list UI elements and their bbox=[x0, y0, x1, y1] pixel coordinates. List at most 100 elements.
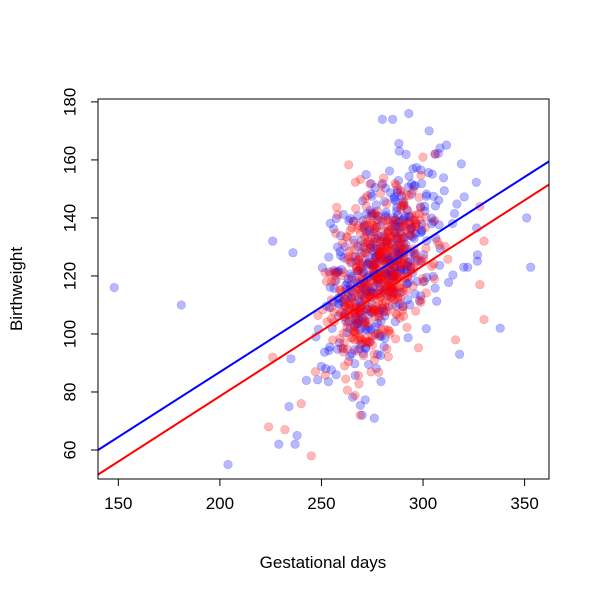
data-point-group-blue bbox=[422, 189, 432, 199]
data-point-group-red bbox=[361, 201, 371, 211]
data-point-group-blue bbox=[394, 146, 404, 156]
data-point-group-blue bbox=[370, 208, 380, 218]
data-point-group-blue bbox=[394, 238, 405, 248]
data-point-group-red bbox=[368, 304, 378, 314]
data-point-group-red bbox=[396, 204, 406, 214]
y-tick-label: 180 bbox=[61, 88, 80, 116]
data-point-group-red bbox=[369, 257, 379, 267]
data-point-group-red bbox=[377, 299, 387, 310]
data-point-group-red bbox=[432, 236, 442, 246]
data-point-group-blue bbox=[347, 348, 357, 359]
data-point-group-red bbox=[389, 295, 399, 305]
data-point-group-red bbox=[408, 215, 418, 225]
data-point-group-blue bbox=[390, 196, 401, 206]
data-point-group-red bbox=[372, 275, 382, 285]
data-point-group-red bbox=[421, 212, 431, 222]
data-point-group-blue bbox=[367, 191, 377, 201]
data-point-group-red bbox=[373, 274, 383, 284]
data-point-group-blue bbox=[495, 323, 505, 333]
data-point-group-blue bbox=[360, 316, 370, 326]
data-point-group-blue bbox=[385, 274, 395, 284]
data-point-group-blue bbox=[386, 188, 396, 198]
data-point-group-red bbox=[373, 328, 383, 339]
data-point-group-blue bbox=[361, 325, 371, 335]
data-point-group-blue bbox=[411, 163, 422, 173]
x-tick-label: 250 bbox=[307, 494, 335, 513]
data-point-group-blue bbox=[403, 333, 413, 343]
data-point-group-blue bbox=[331, 370, 341, 380]
data-point-group-red bbox=[396, 239, 407, 249]
data-point-group-blue bbox=[367, 308, 377, 318]
data-point-group-red bbox=[340, 361, 350, 371]
data-point-group-red bbox=[378, 303, 388, 313]
data-point-group-blue bbox=[338, 209, 348, 219]
data-point-group-red bbox=[360, 248, 370, 258]
data-point-group-blue bbox=[329, 224, 339, 234]
data-point-group-red bbox=[353, 370, 364, 381]
data-point-group-blue bbox=[329, 283, 339, 294]
data-point-group-blue bbox=[526, 262, 536, 272]
data-point-group-red bbox=[380, 279, 390, 289]
data-point-group-red bbox=[376, 324, 387, 334]
data-point-group-blue bbox=[383, 251, 394, 261]
data-point-group-blue bbox=[370, 234, 381, 244]
data-point-group-blue bbox=[357, 196, 368, 206]
data-point-group-blue bbox=[416, 291, 426, 301]
data-point-group-red bbox=[374, 282, 384, 293]
data-point-group-red bbox=[338, 347, 348, 357]
data-point-group-red bbox=[359, 220, 369, 230]
data-point-group-red bbox=[383, 215, 393, 225]
data-point-group-red bbox=[350, 322, 360, 332]
data-point-group-red bbox=[416, 295, 426, 305]
data-point-group-blue bbox=[376, 241, 386, 251]
data-point-group-blue bbox=[420, 206, 430, 216]
x-tick-label: 300 bbox=[409, 494, 437, 513]
data-point-group-red bbox=[367, 340, 378, 350]
data-point-group-red bbox=[430, 215, 440, 226]
data-point-group-red bbox=[395, 185, 405, 195]
data-point-group-blue bbox=[360, 221, 370, 231]
data-point-group-red bbox=[354, 285, 364, 295]
data-point-group-red bbox=[360, 238, 370, 248]
data-point-group-red bbox=[402, 204, 412, 214]
data-point-group-red bbox=[341, 301, 351, 312]
data-point-group-blue bbox=[376, 350, 386, 361]
data-point-group-blue bbox=[337, 297, 348, 307]
data-point-group-red bbox=[421, 243, 431, 253]
y-tick-label: 60 bbox=[61, 441, 80, 460]
data-point-group-red bbox=[414, 208, 424, 219]
data-point-group-red bbox=[335, 333, 345, 344]
data-point-group-blue bbox=[407, 189, 417, 199]
data-point-group-blue bbox=[367, 242, 378, 252]
data-point-group-blue bbox=[386, 292, 396, 302]
data-point-group-blue bbox=[354, 294, 364, 304]
data-point-group-blue bbox=[406, 262, 416, 272]
data-point-group-blue bbox=[325, 282, 335, 292]
data-point-group-blue bbox=[360, 395, 370, 405]
data-point-group-red bbox=[334, 285, 345, 295]
data-point-group-red bbox=[347, 333, 357, 343]
data-point-group-red bbox=[343, 318, 353, 328]
data-point-group-blue bbox=[365, 240, 375, 250]
data-point-group-red bbox=[391, 180, 402, 191]
data-point-group-red bbox=[369, 349, 379, 359]
data-point-group-red bbox=[366, 306, 376, 316]
data-point-group-blue bbox=[373, 318, 383, 328]
data-point-group-blue bbox=[376, 316, 386, 326]
data-point-group-blue bbox=[376, 376, 386, 387]
data-point-group-red bbox=[340, 295, 350, 305]
data-point-group-red bbox=[321, 276, 332, 287]
data-point-group-red bbox=[385, 232, 395, 242]
data-point-group-blue bbox=[345, 269, 355, 279]
data-point-group-blue bbox=[358, 216, 368, 226]
data-point-group-blue bbox=[353, 266, 363, 276]
data-point-group-red bbox=[374, 256, 384, 267]
data-point-group-blue bbox=[324, 267, 334, 277]
data-point-group-blue bbox=[353, 266, 363, 276]
data-point-group-blue bbox=[288, 248, 298, 258]
data-point-group-blue bbox=[382, 269, 392, 279]
data-point-group-red bbox=[390, 271, 400, 282]
data-point-group-blue bbox=[369, 260, 379, 270]
data-point-group-red bbox=[344, 302, 355, 312]
data-point-group-red bbox=[388, 300, 398, 310]
